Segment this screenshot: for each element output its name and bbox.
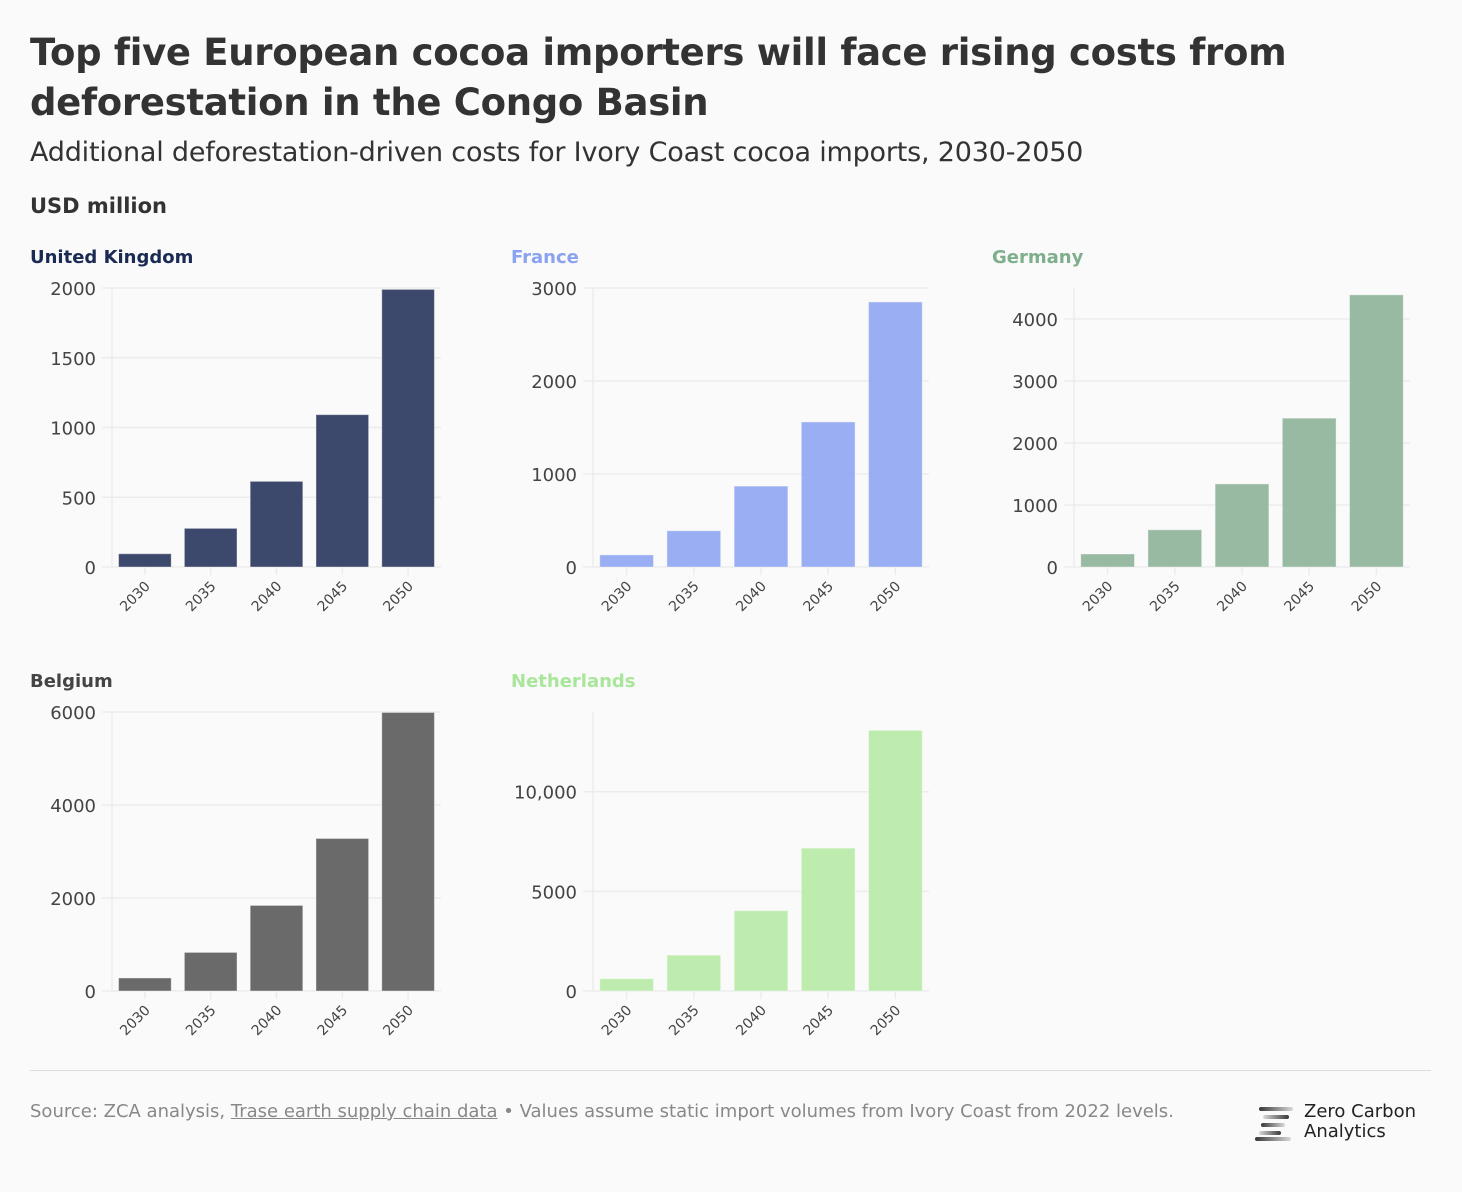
x-tick-label: 2045	[801, 579, 838, 616]
bar-2050	[381, 711, 435, 992]
bar-2045	[315, 837, 370, 992]
source-link[interactable]: Trase earth supply chain data	[230, 1101, 498, 1122]
y-tick-label: 1000	[531, 465, 577, 486]
y-tick-label: 4000	[1012, 310, 1058, 331]
source-prefix: Source: ZCA analysis,	[30, 1101, 231, 1122]
bar-2050	[381, 288, 435, 568]
bar-2030	[599, 554, 654, 568]
logo-line2: Analytics	[1304, 1121, 1386, 1142]
y-tick-label: 1000	[1012, 496, 1058, 517]
unit-label: USD million	[30, 194, 167, 218]
y-tick-label: 4000	[50, 796, 96, 817]
panel-title-france: France	[511, 247, 579, 268]
x-tick-label: 2035	[1147, 579, 1184, 616]
bar-2040	[1214, 483, 1270, 568]
bar-2030	[118, 553, 172, 568]
footer-source: Source: ZCA analysis, Trase earth supply…	[30, 1098, 1200, 1126]
y-tick-label: 5000	[531, 882, 577, 903]
x-tick-label: 2030	[117, 579, 154, 616]
bar-2035	[183, 527, 238, 568]
y-tick-label: 2000	[1012, 434, 1058, 455]
x-tick-label: 2050	[868, 1003, 905, 1040]
y-tick-label: 2000	[531, 372, 577, 393]
x-tick-label: 2050	[380, 579, 417, 616]
x-tick-label: 2050	[868, 579, 905, 616]
bar-2040	[733, 485, 789, 568]
y-tick-label: 0	[85, 982, 96, 1003]
bar-2045	[315, 414, 370, 568]
x-tick-label: 2035	[183, 579, 220, 616]
y-tick-label: 2000	[50, 279, 96, 300]
bar-2040	[249, 480, 304, 568]
x-tick-label: 2035	[666, 1003, 703, 1040]
y-tick-label: 500	[62, 488, 96, 509]
bar-2045	[800, 421, 856, 568]
bar-2040	[249, 904, 304, 992]
bar-2030	[118, 977, 172, 992]
x-tick-label: 2045	[1282, 579, 1319, 616]
y-tick-label: 10,000	[514, 783, 577, 804]
x-tick-label: 2040	[249, 1003, 286, 1040]
x-tick-label: 2040	[1214, 579, 1251, 616]
bar-2030	[1080, 553, 1135, 568]
y-tick-label: 0	[1047, 558, 1058, 579]
panel-title-netherlands: Netherlands	[511, 671, 636, 692]
bar-2035	[666, 954, 722, 992]
chart-title: Top five European cocoa importers will f…	[30, 31, 1287, 124]
y-tick-label: 3000	[531, 279, 577, 300]
y-tick-label: 6000	[50, 703, 96, 724]
bar-2040	[733, 910, 789, 992]
chart-subtitle: Additional deforestation-driven costs fo…	[30, 137, 1084, 168]
bar-2030	[599, 978, 654, 992]
y-tick-label: 3000	[1012, 372, 1058, 393]
bar-2050	[868, 301, 923, 568]
x-tick-label: 2035	[183, 1003, 220, 1040]
x-tick-label: 2050	[380, 1003, 417, 1040]
bar-2035	[666, 530, 722, 568]
y-tick-label: 0	[566, 558, 577, 579]
panel-title-uk: United Kingdom	[30, 247, 194, 268]
y-tick-label: 2000	[50, 889, 96, 910]
logo-line1: Zero Carbon	[1304, 1101, 1416, 1122]
zca-logo-icon	[1255, 1107, 1293, 1141]
bar-2050	[868, 729, 923, 992]
x-tick-label: 2040	[733, 579, 770, 616]
y-tick-label: 0	[566, 982, 577, 1003]
x-tick-label: 2035	[666, 579, 703, 616]
x-tick-label: 2045	[801, 1003, 838, 1040]
bar-2045	[1281, 417, 1337, 568]
bar-2045	[800, 847, 856, 992]
y-tick-label: 1500	[50, 349, 96, 370]
bar-2035	[1147, 529, 1203, 568]
bar-2035	[183, 951, 238, 992]
x-tick-label: 2030	[599, 579, 636, 616]
x-tick-label: 2030	[117, 1003, 154, 1040]
x-tick-label: 2050	[1349, 579, 1386, 616]
x-tick-label: 2030	[599, 1003, 636, 1040]
x-tick-label: 2040	[249, 579, 286, 616]
y-tick-label: 1000	[50, 419, 96, 440]
source-note: • Values assume static import volumes fr…	[497, 1101, 1174, 1122]
x-tick-label: 2030	[1080, 579, 1117, 616]
x-tick-label: 2045	[315, 1003, 352, 1040]
y-tick-label: 0	[85, 558, 96, 579]
x-tick-label: 2045	[315, 579, 352, 616]
footer-divider	[30, 1070, 1431, 1071]
zca-logo[interactable]: Zero Carbon Analytics	[1255, 1102, 1435, 1146]
x-tick-label: 2040	[733, 1003, 770, 1040]
panel-title-belgium: Belgium	[30, 671, 113, 692]
logo-text: Zero Carbon Analytics	[1304, 1102, 1416, 1142]
panel-title-germany: Germany	[992, 247, 1084, 268]
bar-2050	[1349, 294, 1404, 568]
